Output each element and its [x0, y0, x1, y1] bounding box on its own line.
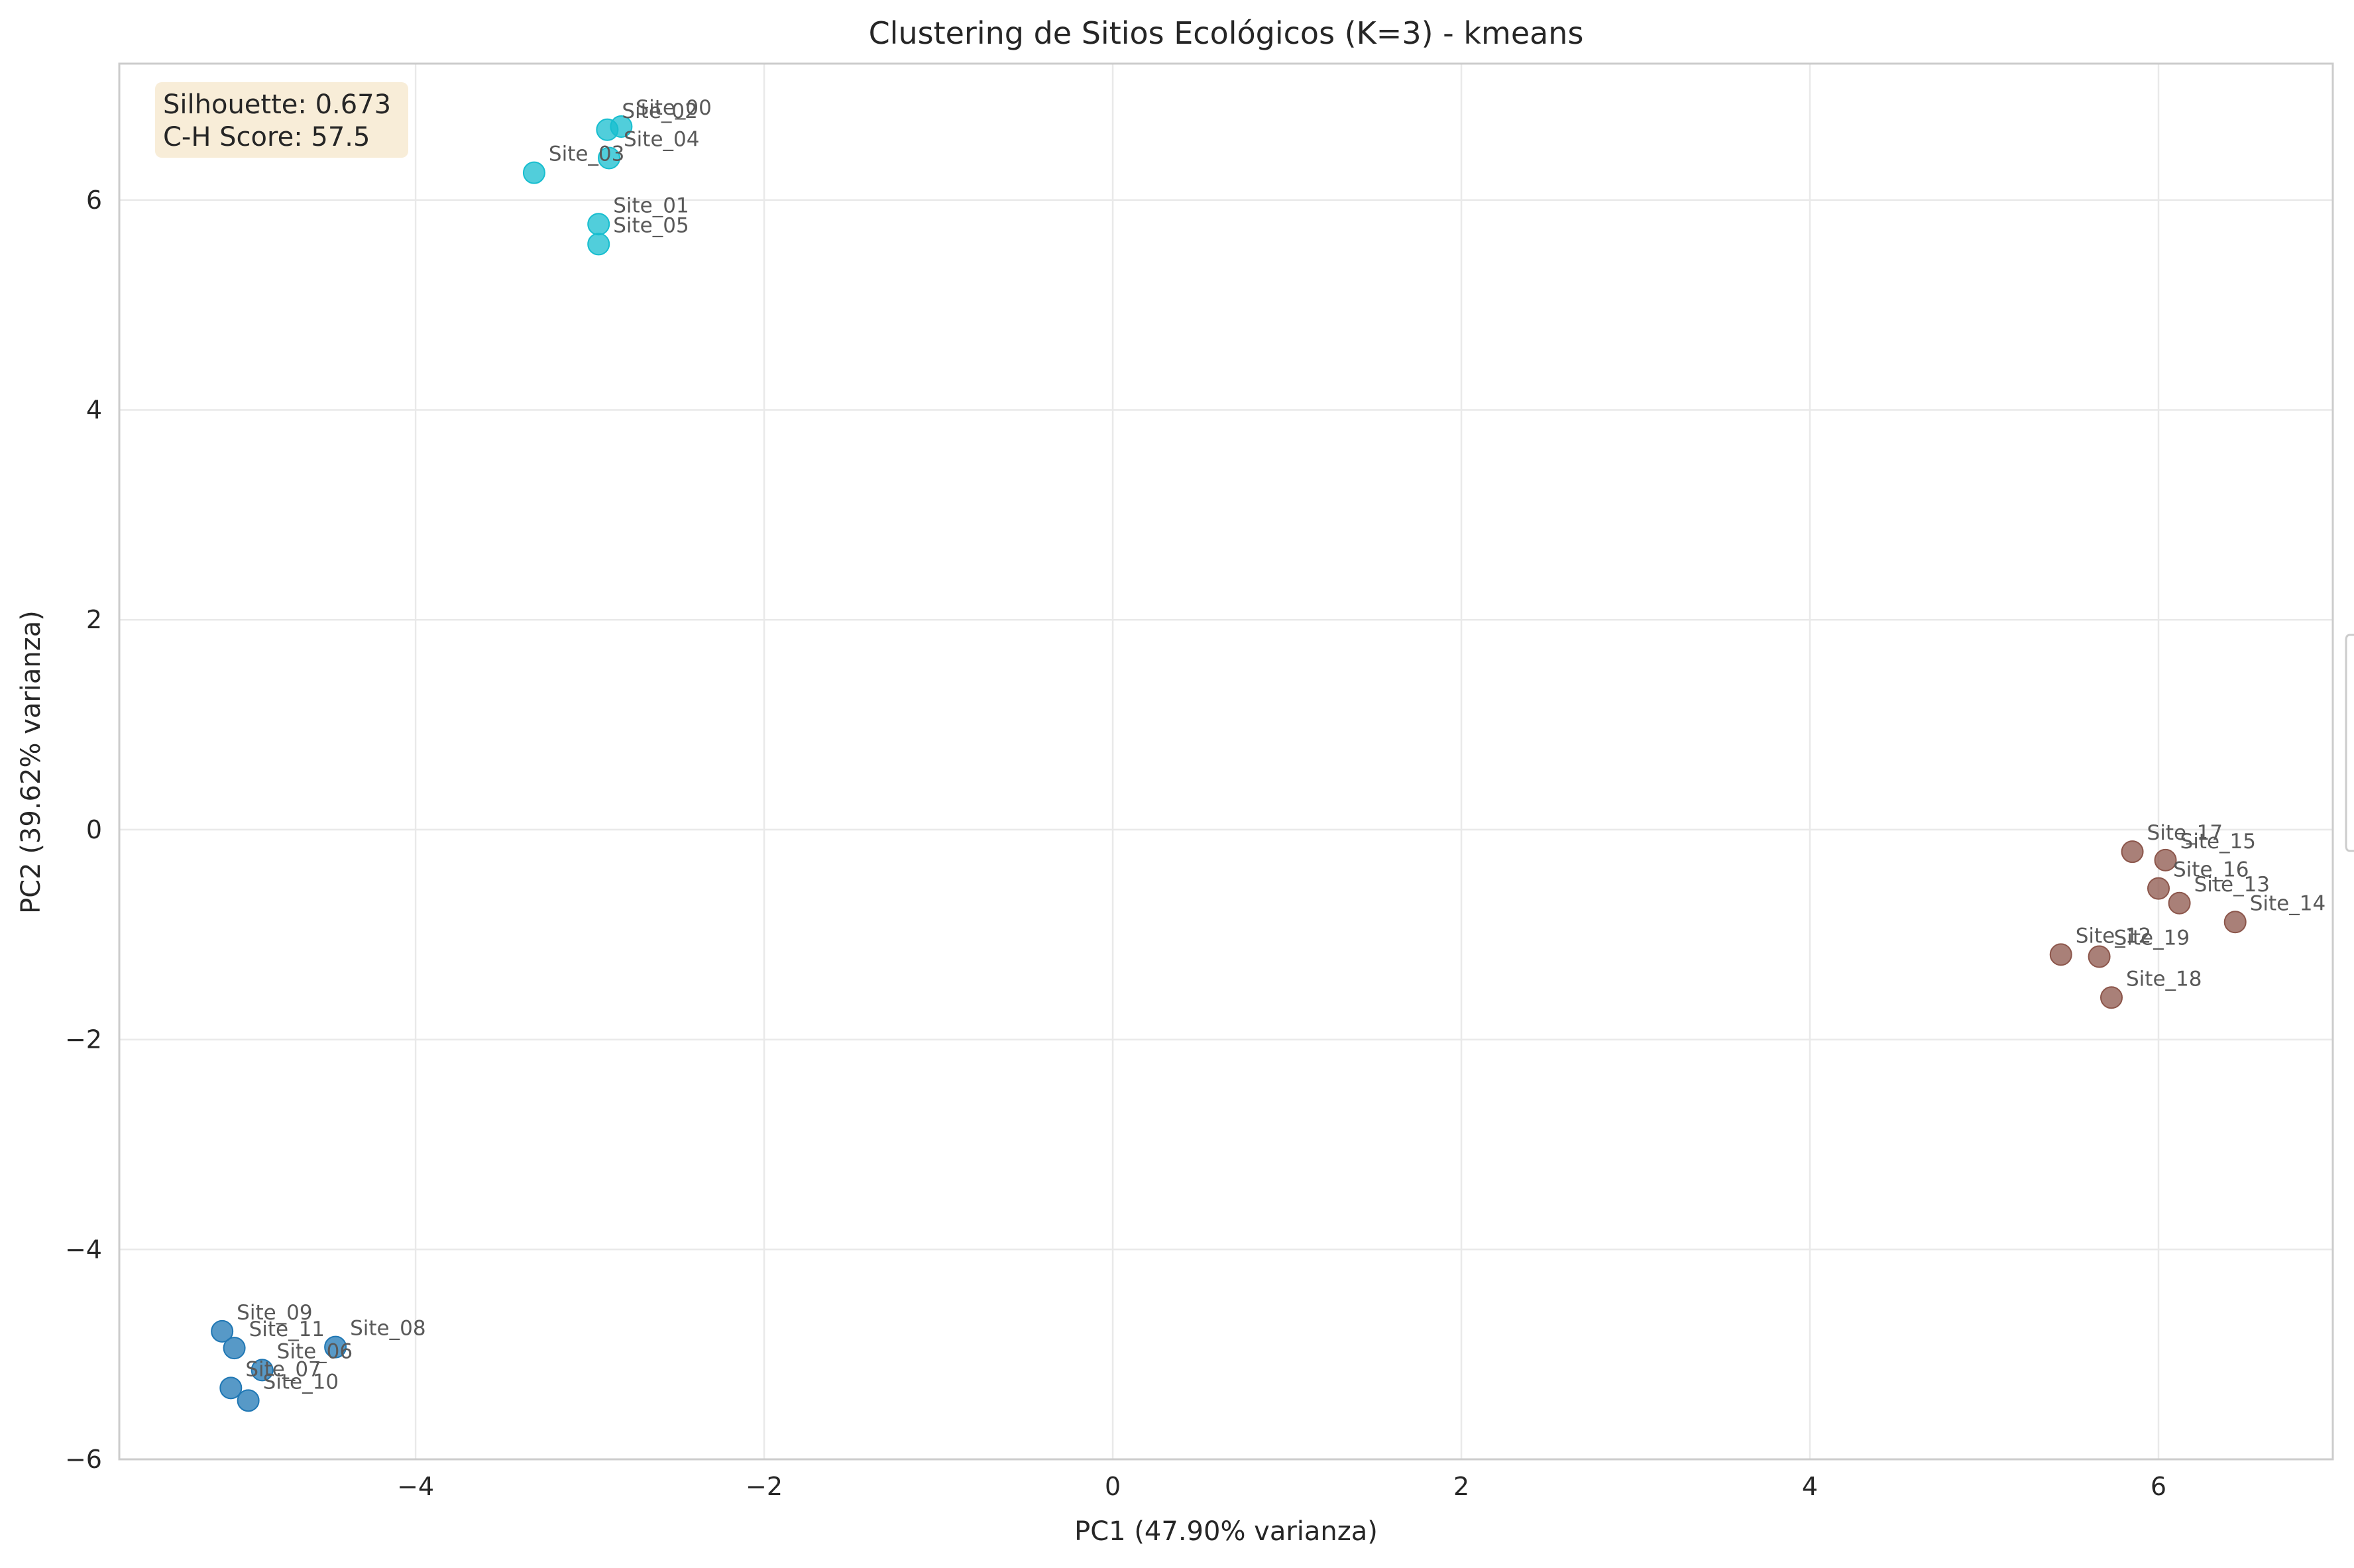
point-label: Site_12 — [2076, 924, 2151, 948]
data-point — [2049, 943, 2072, 966]
x-axis-label: PC1 (47.90% varianza) — [1074, 1516, 1378, 1547]
data-point — [2223, 911, 2247, 934]
y-tick-label: −4 — [65, 1235, 102, 1264]
point-label: Site_00 — [636, 96, 711, 120]
stats-box-background — [155, 82, 408, 158]
x-tick-label: −4 — [397, 1472, 434, 1501]
point-label: Site_17 — [2147, 821, 2223, 845]
point-label: Site_13 — [2194, 873, 2270, 897]
point-label: Site_09 — [237, 1301, 312, 1325]
data-point — [2168, 891, 2191, 915]
point-label: Site_02 — [622, 99, 697, 123]
silhouette-text: Silhouette: 0.673 — [163, 89, 391, 120]
y-tick-label: −6 — [65, 1445, 102, 1474]
data-point — [2100, 986, 2123, 1009]
legend-box-edge — [2345, 634, 2354, 852]
x-tick-label: 6 — [2151, 1472, 2166, 1501]
point-label: Site_15 — [2180, 830, 2256, 854]
y-axis-label: PC2 (39.62% varianza) — [16, 610, 46, 914]
data-point — [2121, 840, 2144, 864]
point-label: Site_07 — [245, 1357, 321, 1381]
data-point — [251, 1359, 274, 1382]
grid — [119, 64, 2333, 1461]
data-point — [237, 1389, 260, 1412]
y-tick-label: 2 — [86, 605, 102, 634]
y-tick-label: 0 — [86, 815, 102, 844]
data-point — [522, 161, 545, 184]
chart-title: Clustering de Sitios Ecológicos (K=3) - … — [869, 15, 1584, 51]
point-label: Site_11 — [249, 1317, 325, 1341]
point-label: Site_05 — [613, 213, 689, 237]
y-axis-ticks: −6 −4 −2 0 2 4 6 — [65, 186, 102, 1474]
point-label: Site_03 — [549, 142, 624, 166]
data-point — [2154, 848, 2177, 871]
data-point — [2088, 945, 2111, 968]
data-point — [223, 1337, 246, 1360]
x-axis-ticks: −4 −2 0 2 4 6 — [397, 1472, 2166, 1501]
x-tick-label: 2 — [1453, 1472, 1469, 1501]
y-tick-label: 4 — [86, 396, 102, 425]
ch-score-text: C-H Score: 57.5 — [163, 122, 370, 152]
data-point — [211, 1319, 234, 1343]
y-tick-label: −2 — [65, 1025, 102, 1054]
data-point — [596, 118, 619, 141]
stats-box: Silhouette: 0.673 C-H Score: 57.5 — [155, 82, 408, 158]
data-point — [2147, 877, 2170, 900]
data-point — [598, 146, 621, 170]
data-point — [219, 1376, 243, 1400]
point-label: Site_06 — [277, 1339, 353, 1363]
point-label: Site_10 — [263, 1370, 339, 1394]
y-tick-label: 6 — [86, 186, 102, 215]
data-points — [211, 115, 2247, 1412]
point-label: Site_01 — [613, 194, 689, 217]
point-label: Site_14 — [2250, 891, 2326, 915]
point-label: Site_04 — [624, 128, 699, 152]
point-label: Site_19 — [2114, 926, 2190, 950]
x-tick-label: 0 — [1105, 1472, 1121, 1501]
data-point — [324, 1335, 347, 1359]
point-label: Site_08 — [350, 1317, 425, 1341]
point-label: Site_18 — [2126, 967, 2202, 991]
point-label: Site_16 — [2173, 858, 2249, 882]
plot-frame — [118, 62, 2334, 1461]
data-point — [587, 213, 610, 236]
x-tick-label: −2 — [746, 1472, 783, 1501]
data-point — [587, 233, 610, 256]
x-tick-label: 4 — [1802, 1472, 1818, 1501]
